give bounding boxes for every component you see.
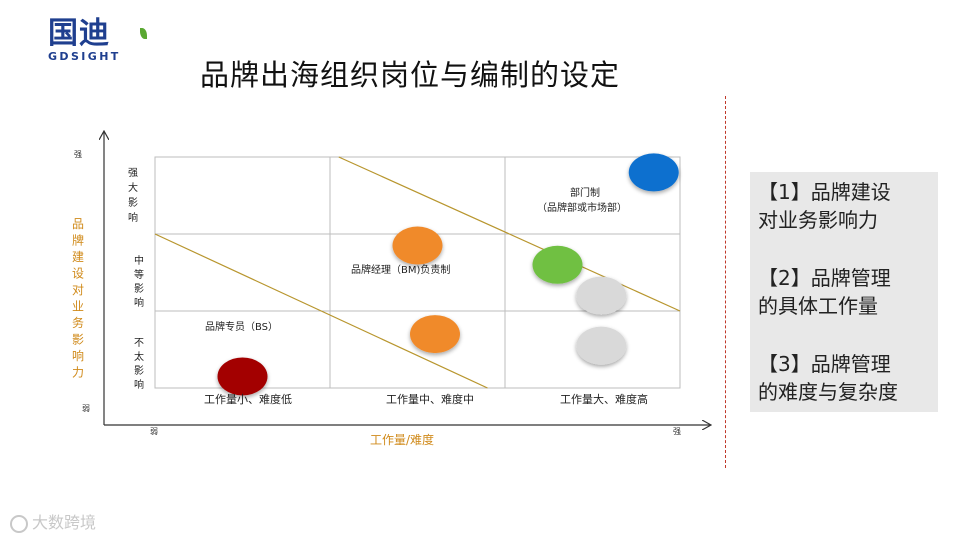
data-point-4 <box>532 245 583 284</box>
side-notes-box: 【1】品牌建设 对业务影响力 【2】品牌管理 的具体工作量 【3】品牌管理 的难… <box>750 172 938 412</box>
data-point-2 <box>392 226 443 265</box>
annotation-brand-manager: 品牌经理（BM)负责制 <box>351 263 450 276</box>
x-axis-low-label: 弱 <box>150 427 158 436</box>
data-point-1 <box>217 357 268 396</box>
row-label-strong: 强大影响 <box>128 167 138 224</box>
data-point-3 <box>410 315 460 354</box>
x-axis-title: 工作量/难度 <box>370 432 434 447</box>
logo-sub-text: GDSIGHT <box>48 50 121 63</box>
side-note-1: 【1】品牌建设 对业务影响力 <box>758 178 891 234</box>
data-point-6 <box>576 276 627 315</box>
page-title: 品牌出海组织岗位与编制的设定 <box>200 58 621 92</box>
column-label-mid: 工作量中、难度中 <box>386 392 474 406</box>
data-point-7 <box>576 326 627 365</box>
y-axis-low-label: 弱 <box>82 404 90 413</box>
side-note-1-line2: 对业务影响力 <box>758 208 878 232</box>
annotation-department: 部门制 <box>570 186 600 199</box>
diagonal-line-1 <box>154 233 488 389</box>
y-axis-high-label: 强 <box>74 150 82 159</box>
logo-main-text: 国迪 <box>48 16 110 51</box>
side-note-2-line2: 的具体工作量 <box>758 294 878 318</box>
side-note-2: 【2】品牌管理 的具体工作量 <box>758 264 891 320</box>
watermark: 大数跨境 <box>10 509 96 533</box>
side-note-3-line1: 【3】品牌管理 <box>758 352 891 376</box>
column-label-high: 工作量大、难度高 <box>560 392 648 406</box>
logo-leaf-icon <box>140 28 147 39</box>
row-label-weak: 不太影响 <box>134 338 144 391</box>
side-note-1-line1: 【1】品牌建设 <box>758 180 891 204</box>
diagonal-layer <box>154 156 681 389</box>
matrix-border <box>154 156 681 389</box>
y-axis-title: 品牌建设对业务影响力 <box>72 217 84 380</box>
company-logo: 国迪 GDSIGHT <box>48 16 147 64</box>
annotation-department-sub: （品牌部或市场部） <box>537 201 627 214</box>
watermark-icon <box>10 514 28 533</box>
side-note-3-line2: 的难度与复杂度 <box>758 380 898 404</box>
annotation-brand-specialist: 品牌专员（BS） <box>205 320 278 333</box>
vertical-divider <box>725 96 726 468</box>
diagonal-line-2 <box>338 156 681 312</box>
side-note-3: 【3】品牌管理 的难度与复杂度 <box>758 350 898 406</box>
column-label-low: 工作量小、难度低 <box>204 392 292 406</box>
watermark-text: 大数跨境 <box>32 513 97 532</box>
point-layer <box>217 153 679 396</box>
row-label-medium: 中等影响 <box>134 254 144 309</box>
side-note-2-line1: 【2】品牌管理 <box>758 266 891 290</box>
data-point-5 <box>628 153 679 192</box>
x-axis-high-label: 强 <box>673 427 681 436</box>
